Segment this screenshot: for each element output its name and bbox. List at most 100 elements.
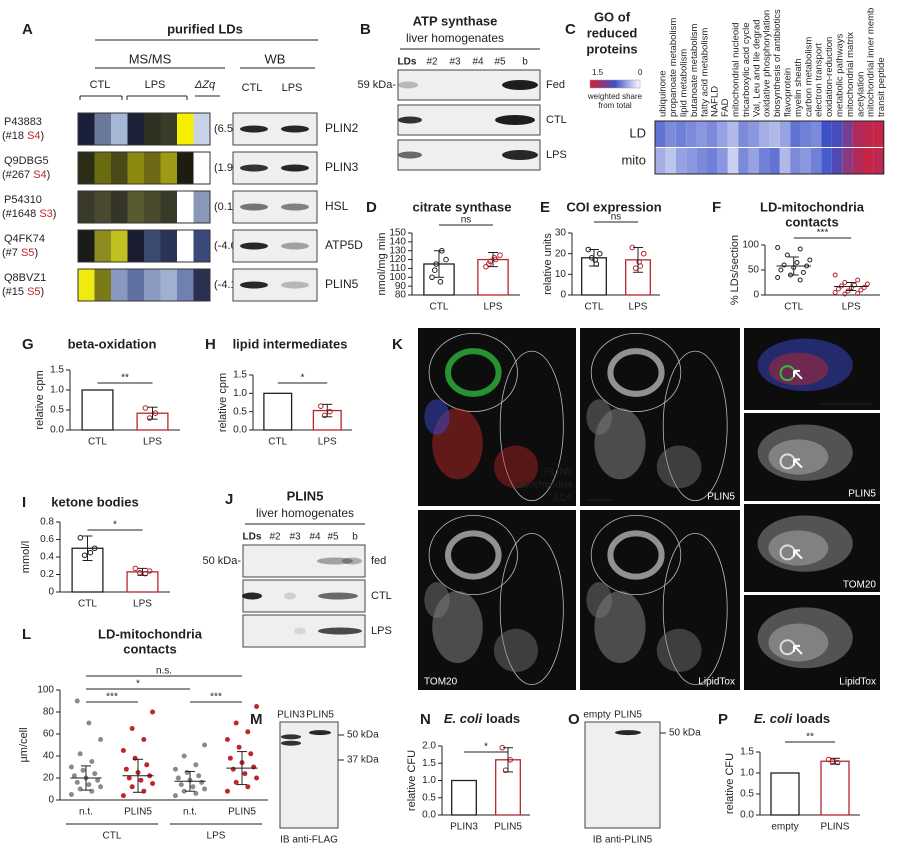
x-tick-label: PLIN5	[494, 822, 522, 833]
caption: IB anti-FLAG	[280, 835, 338, 846]
heat-cell	[127, 191, 145, 223]
data-point	[98, 784, 104, 790]
header: purified LDs	[167, 21, 243, 36]
heat-cell	[831, 148, 843, 174]
heat-cell	[94, 230, 112, 262]
y-tick-label: 0.5	[50, 405, 64, 416]
significance: ***	[817, 228, 829, 239]
data-point	[775, 275, 781, 280]
panel-label: K	[392, 336, 403, 353]
ref: (#7	[2, 247, 21, 259]
protein-id: Q8BVZ1	[4, 272, 46, 284]
blot-band	[318, 592, 358, 600]
data-point	[77, 534, 84, 541]
data-point	[172, 793, 178, 799]
x-tick-label: LPS	[484, 302, 503, 313]
x-tick-label: LPS	[842, 302, 861, 313]
heat-cell	[800, 121, 811, 147]
bar	[451, 779, 477, 816]
heat-cell	[111, 269, 128, 301]
go-term: Val, Leu and Ile degrad	[751, 19, 762, 117]
data-point	[150, 709, 156, 715]
y-axis-label: relative units	[542, 233, 554, 295]
x-tick-label: CTL	[78, 599, 97, 610]
heat-cell	[686, 148, 697, 174]
row-label: CTL	[546, 114, 567, 126]
blot-band	[284, 592, 296, 600]
panel-title: COI expression	[566, 199, 661, 214]
panel-title: E. coli loads	[754, 711, 830, 726]
heat-cell	[160, 269, 178, 301]
blot-band	[281, 281, 309, 289]
x-tick-label: n.t.	[79, 807, 93, 818]
protein-id: Q9DBG5	[4, 155, 49, 167]
lane-label: LDs	[398, 57, 417, 68]
cell-signal	[656, 628, 702, 673]
bar	[263, 392, 293, 431]
x-tick-label: LPS	[133, 599, 152, 610]
heat-cell	[759, 121, 770, 147]
heat-cell	[144, 191, 161, 223]
arrow	[793, 458, 803, 469]
heat-cell	[193, 113, 211, 145]
panel-title: ketone bodies	[51, 494, 138, 509]
scale-max: 1.5	[592, 68, 604, 77]
arrow	[793, 644, 803, 655]
heat-cell	[852, 148, 863, 174]
data-point	[81, 552, 88, 559]
heat-frame	[654, 120, 885, 175]
data-point	[858, 287, 864, 293]
cell-outline	[590, 332, 682, 413]
data-point	[68, 792, 74, 797]
heat-cell	[790, 148, 801, 174]
cell-outline	[662, 350, 728, 502]
y-axis-label: relative cpm	[217, 373, 229, 432]
data-point	[842, 291, 848, 297]
significance: *	[136, 679, 140, 690]
ref-end: )	[41, 286, 45, 298]
heat-frame	[77, 112, 211, 146]
y-tick-label: 0	[48, 795, 54, 806]
go-term: oxidative phosphorylation	[762, 10, 773, 117]
heat-cell	[94, 152, 112, 184]
x-tick-label: PLINS	[821, 822, 850, 833]
y-axis-label: relative cpm	[34, 370, 46, 429]
data-point	[233, 720, 239, 726]
data-point	[778, 267, 784, 273]
y-tick-label: 130	[389, 245, 406, 256]
site: S5	[27, 286, 40, 298]
row-label: LD	[629, 125, 646, 140]
cell-signal	[607, 530, 665, 580]
data-point	[640, 250, 647, 257]
y-axis-label: mmol/l	[20, 541, 32, 573]
data-point	[175, 775, 181, 781]
size-marker: 59 kDa-	[357, 79, 396, 91]
heat-frame	[77, 268, 211, 302]
protein-ref: (#267 S4)	[2, 169, 50, 181]
panel-label: M	[250, 711, 263, 728]
blot-band	[281, 164, 309, 172]
heat-cell	[779, 148, 791, 174]
scale-min: 0	[638, 68, 643, 77]
y-tick-label: 140	[389, 236, 406, 247]
cell-signal	[768, 352, 829, 386]
cell-outline	[428, 332, 518, 413]
panel-title: contacts	[123, 641, 176, 656]
heat-cell	[842, 148, 853, 174]
data-point	[832, 290, 838, 295]
heat-cell	[800, 148, 811, 174]
x-tick-label: PLIN3	[450, 822, 478, 833]
data-point	[797, 246, 803, 252]
y-axis-label: relative CFU	[406, 750, 418, 811]
data-point	[181, 753, 187, 759]
ref: (#15	[2, 286, 27, 298]
zoom-label: LipidTox	[839, 677, 876, 688]
lane-label: empty	[583, 710, 610, 721]
heat-cell	[193, 152, 211, 184]
cell-outline	[499, 350, 564, 502]
blot	[584, 721, 661, 829]
data-point	[835, 286, 841, 292]
title-italic: E. coli	[444, 711, 483, 726]
data-point	[144, 762, 150, 768]
